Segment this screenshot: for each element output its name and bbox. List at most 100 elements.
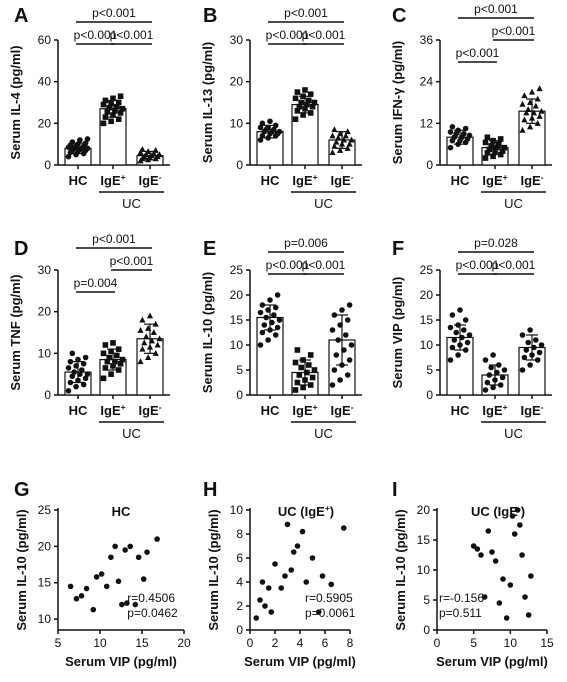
data-point bbox=[65, 388, 72, 394]
uc-group-label: UC bbox=[504, 196, 523, 211]
data-point bbox=[115, 578, 122, 585]
data-point bbox=[265, 337, 271, 343]
y-tick-label: 10 bbox=[38, 612, 52, 626]
p-value-label: p=0.006 bbox=[284, 236, 328, 250]
y-tick-label: 0 bbox=[423, 623, 430, 637]
data-point bbox=[144, 549, 150, 555]
data-point bbox=[538, 107, 545, 114]
x-tick-label: HC bbox=[451, 173, 470, 188]
data-point bbox=[102, 365, 109, 371]
x-tick-label: IgE- bbox=[520, 172, 543, 188]
data-point bbox=[519, 100, 526, 107]
panel-letter: H bbox=[203, 479, 217, 501]
p-value-label: p<0.001 bbox=[92, 6, 136, 20]
y-tick-label: 2 bbox=[236, 599, 243, 613]
x-tick-label: 15 bbox=[135, 636, 149, 650]
data-point bbox=[533, 337, 539, 343]
data-point bbox=[84, 371, 91, 377]
data-point bbox=[447, 324, 454, 331]
data-point bbox=[115, 116, 122, 122]
x-tick-label-base: IgE bbox=[520, 173, 541, 188]
data-point bbox=[114, 103, 120, 110]
data-point bbox=[333, 138, 340, 145]
data-point bbox=[294, 108, 301, 114]
x-tick-label: 6 bbox=[322, 636, 329, 650]
x-tick-label-sup: - bbox=[351, 172, 354, 182]
data-point bbox=[117, 110, 124, 116]
data-point bbox=[268, 609, 275, 615]
panel-title-sup: + bbox=[325, 503, 330, 513]
x-tick-label: 20 bbox=[177, 636, 191, 650]
data-point bbox=[499, 374, 506, 381]
x-tick-label-base: IgE bbox=[520, 403, 541, 418]
data-point bbox=[257, 124, 264, 131]
data-point bbox=[296, 103, 303, 110]
data-point bbox=[538, 342, 545, 348]
data-point bbox=[522, 594, 528, 600]
panel-letter: C bbox=[392, 5, 406, 27]
panel-title: UC (IgE+) bbox=[278, 503, 334, 519]
y-tick-label: 0 bbox=[426, 388, 433, 402]
y-tick-label: 15 bbox=[417, 533, 431, 547]
data-point bbox=[307, 91, 314, 97]
data-point bbox=[466, 332, 473, 338]
p-value-label: p<0.001 bbox=[74, 28, 118, 42]
data-point bbox=[309, 374, 316, 381]
y-tick-label: 0 bbox=[236, 623, 243, 637]
data-point bbox=[485, 528, 492, 534]
data-point bbox=[482, 357, 489, 363]
x-tick-label: IgE+ bbox=[482, 402, 507, 418]
y-tick-label: 15 bbox=[420, 313, 434, 327]
data-point bbox=[449, 344, 456, 351]
data-point bbox=[328, 581, 335, 588]
x-axis-label: Serum VIP (pg/ml) bbox=[436, 654, 548, 669]
uc-group-label: UC bbox=[314, 426, 333, 441]
y-tick-label: 36 bbox=[420, 33, 434, 47]
data-point bbox=[519, 367, 526, 373]
data-point bbox=[348, 342, 355, 348]
data-point bbox=[311, 99, 318, 106]
y-tick-label: 20 bbox=[417, 503, 431, 517]
data-point bbox=[261, 322, 268, 328]
x-tick-label-base: IgE bbox=[482, 173, 503, 188]
y-axis-label: Serum IL-10 (pg/ml) bbox=[14, 509, 29, 630]
panel-title-base: UC (IgE bbox=[471, 504, 518, 519]
panel-letter: I bbox=[392, 479, 398, 501]
data-point bbox=[482, 387, 489, 393]
data-point bbox=[309, 555, 316, 561]
data-point bbox=[527, 327, 533, 333]
data-point bbox=[119, 105, 126, 112]
data-point bbox=[292, 95, 299, 102]
data-point bbox=[499, 148, 506, 154]
data-point bbox=[156, 151, 163, 158]
data-point bbox=[156, 335, 163, 342]
data-point bbox=[108, 100, 114, 107]
data-point bbox=[461, 327, 467, 333]
y-tick-label: 12 bbox=[420, 116, 434, 130]
x-tick-label: 15 bbox=[540, 636, 554, 650]
data-point bbox=[298, 99, 304, 106]
data-point bbox=[108, 554, 114, 561]
p-value-label: p<0.001 bbox=[110, 254, 154, 268]
data-point bbox=[486, 372, 493, 378]
data-point bbox=[300, 384, 306, 391]
data-point bbox=[80, 381, 87, 388]
data-point bbox=[274, 324, 281, 331]
scatter-panel-h: H UC (IgE+) 0 2 4 6 8 10 0 2 4 6 8 Serum VIP (pg/ml) S… bbox=[203, 479, 356, 669]
data-point bbox=[112, 543, 118, 550]
data-point bbox=[527, 123, 534, 130]
x-tick-label: 2 bbox=[272, 636, 279, 650]
data-point bbox=[67, 358, 74, 365]
data-point bbox=[259, 579, 266, 585]
data-point bbox=[139, 345, 146, 352]
data-point bbox=[106, 354, 112, 361]
data-point bbox=[311, 367, 318, 373]
data-point bbox=[122, 547, 128, 553]
y-tick-label: 20 bbox=[38, 116, 52, 130]
data-point bbox=[259, 302, 266, 308]
data-point bbox=[462, 317, 469, 323]
